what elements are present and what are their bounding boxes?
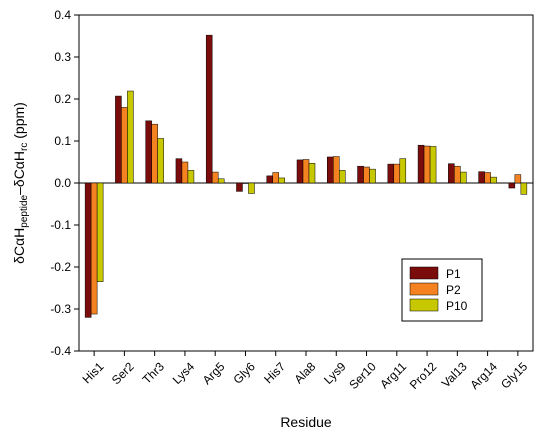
x-tick-label: Lys4 <box>170 359 198 387</box>
bar-p10 <box>157 138 164 184</box>
x-tick-label: Ser10 <box>346 359 379 392</box>
bar-p10 <box>127 90 134 184</box>
y-axis-title: δCαHpeptide–δCαHrc (ppm) <box>11 102 30 264</box>
bar-p1 <box>205 34 213 184</box>
legend-swatch-p2 <box>409 282 439 296</box>
bar-p10 <box>96 182 104 282</box>
y-tick-label: 0.3 <box>54 50 71 64</box>
bar-p1 <box>417 144 425 184</box>
y-tick-label: 0.2 <box>54 92 71 106</box>
bar-p1 <box>236 182 243 192</box>
x-tick-label: Pro12 <box>407 359 440 392</box>
x-tick-label: Ser2 <box>109 359 137 387</box>
y-axis-title-part: δCαH <box>11 228 27 264</box>
legend-label-p2: P2 <box>446 283 461 297</box>
bar-p1 <box>145 120 152 184</box>
x-tick-label: Thr3 <box>140 359 168 387</box>
x-tick-label: Val13 <box>439 359 470 390</box>
x-tick-label: Gly6 <box>230 359 258 387</box>
bar-p10 <box>520 182 528 195</box>
y-axis-title-sub: peptide <box>19 194 30 227</box>
bar-p2 <box>151 123 158 184</box>
y-tick-label: 0.1 <box>54 134 71 148</box>
bar-p2 <box>333 156 340 184</box>
y-tick-label: 0.4 <box>54 8 71 22</box>
legend-swatch-p10 <box>409 298 439 312</box>
bar-p2 <box>242 182 249 184</box>
x-tick-label: His1 <box>80 359 107 386</box>
x-tick-label: Lys9 <box>321 359 349 387</box>
bar-p10 <box>217 178 225 184</box>
x-tick-label: Arg14 <box>467 359 500 392</box>
x-tick-label: Arg11 <box>377 359 409 391</box>
x-tick-label: His7 <box>261 359 288 386</box>
bar-p1 <box>175 158 183 184</box>
bar-p1 <box>387 163 395 184</box>
bar-p10 <box>399 158 407 184</box>
y-tick-label: -0.3 <box>50 302 71 316</box>
bar-p10 <box>339 170 346 184</box>
bar-p1 <box>266 175 273 184</box>
bar-p10 <box>369 168 376 184</box>
y-tick-label: -0.4 <box>50 344 71 358</box>
bar-p10 <box>460 171 467 184</box>
y-tick-label: -0.2 <box>50 260 71 274</box>
bar-p1 <box>84 182 92 318</box>
bar-p10 <box>187 170 195 184</box>
legend-swatch-p1 <box>409 266 439 280</box>
bar-p2 <box>272 172 279 184</box>
bar-p2 <box>393 163 401 184</box>
legend-label-p10: P10 <box>446 299 468 313</box>
legend-label-p1: P1 <box>446 267 461 281</box>
bar-p10 <box>248 182 255 194</box>
y-axis-title-part: –δCαH <box>11 151 27 195</box>
bar-p2 <box>484 172 491 184</box>
bar-p1 <box>448 163 455 184</box>
x-tick-label: Gly15 <box>498 359 530 391</box>
bar-p10 <box>490 176 497 184</box>
x-axis: His1 Ser2 Thr3 Lys4 Arg5 Gly6 His7 Ala8 Lys9Ser1… <box>80 351 530 392</box>
bar-p2 <box>90 182 98 315</box>
bar-p10 <box>429 146 437 184</box>
bar-p2 <box>121 107 128 184</box>
bar-p2 <box>302 159 310 184</box>
bar-p2 <box>454 165 461 184</box>
bar-p2 <box>514 174 522 184</box>
bar-p2 <box>211 171 219 184</box>
bar-p2 <box>363 166 370 184</box>
legend: P1 P2 P10 <box>401 258 483 322</box>
bars <box>84 34 528 318</box>
x-tick-label: Arg5 <box>200 359 228 387</box>
bar-p1 <box>508 182 516 189</box>
bar-p1 <box>327 156 334 184</box>
y-axis-title-part: (ppm) <box>11 102 27 142</box>
bar-p2 <box>423 145 431 184</box>
y-tick-label: 0.0 <box>54 176 71 190</box>
bar-p1 <box>357 165 364 184</box>
bar-p1 <box>478 171 485 184</box>
bar-p10 <box>278 177 285 184</box>
y-axis: -0.4 -0.3 -0.2 -0.1 0.0 0.1 0.2 0.3 0.4 <box>50 8 79 358</box>
bar-p10 <box>308 163 316 184</box>
x-tick-label: Ala8 <box>291 359 318 386</box>
bar-p1 <box>115 95 122 184</box>
x-axis-title: Residue <box>280 414 332 430</box>
bar-p2 <box>181 161 189 184</box>
y-tick-label: -0.1 <box>50 218 71 232</box>
bar-p1 <box>296 159 304 184</box>
y-axis-title-sub: rc <box>19 143 30 151</box>
